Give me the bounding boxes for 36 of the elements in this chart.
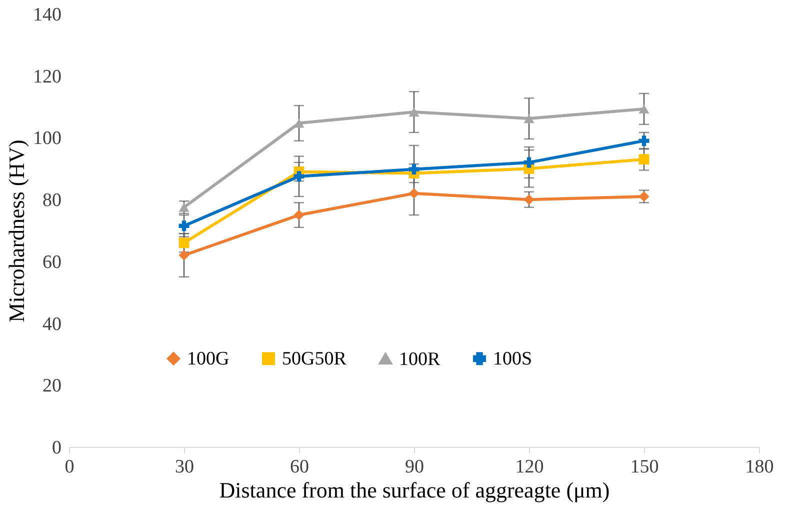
y-tick-label: 40 bbox=[42, 314, 62, 335]
legend-label: 100S bbox=[493, 348, 532, 370]
point bbox=[638, 104, 650, 114]
y-tick-label: 140 bbox=[33, 4, 62, 26]
point bbox=[178, 238, 190, 248]
x-tick-label: 60 bbox=[290, 456, 309, 478]
x-tick-label: 150 bbox=[630, 456, 659, 478]
x-tick-label: 120 bbox=[515, 456, 544, 478]
point bbox=[524, 114, 534, 124]
point bbox=[178, 220, 190, 232]
legend-label: 50G50R bbox=[282, 348, 347, 370]
x-tick-label: 180 bbox=[745, 456, 774, 478]
point bbox=[408, 188, 420, 199]
legend-label: 100G bbox=[187, 348, 230, 370]
point bbox=[408, 108, 420, 117]
y-tick-label: 120 bbox=[33, 66, 62, 88]
x-tick-label: 90 bbox=[405, 456, 424, 478]
point bbox=[294, 171, 304, 182]
legend-label: 100R bbox=[399, 348, 440, 370]
y-tick-label: 0 bbox=[52, 438, 62, 458]
y-tick-label: 80 bbox=[42, 190, 62, 212]
x-tick-label: 0 bbox=[64, 456, 74, 478]
point bbox=[178, 250, 190, 260]
y-axis-title: Microhardness (HV) bbox=[4, 140, 29, 322]
point bbox=[638, 154, 650, 165]
x-tick-label: 30 bbox=[175, 456, 194, 478]
y-tick-label: 20 bbox=[42, 376, 62, 397]
y-tick-label: 100 bbox=[33, 128, 62, 150]
y-tick-label: 60 bbox=[42, 252, 62, 273]
point bbox=[294, 118, 304, 128]
point bbox=[638, 136, 650, 146]
point bbox=[408, 164, 420, 175]
point bbox=[524, 194, 534, 205]
point bbox=[294, 210, 304, 220]
x-axis-title: Distance from the surface of aggreagte (μm) bbox=[219, 478, 610, 502]
point bbox=[524, 157, 534, 168]
